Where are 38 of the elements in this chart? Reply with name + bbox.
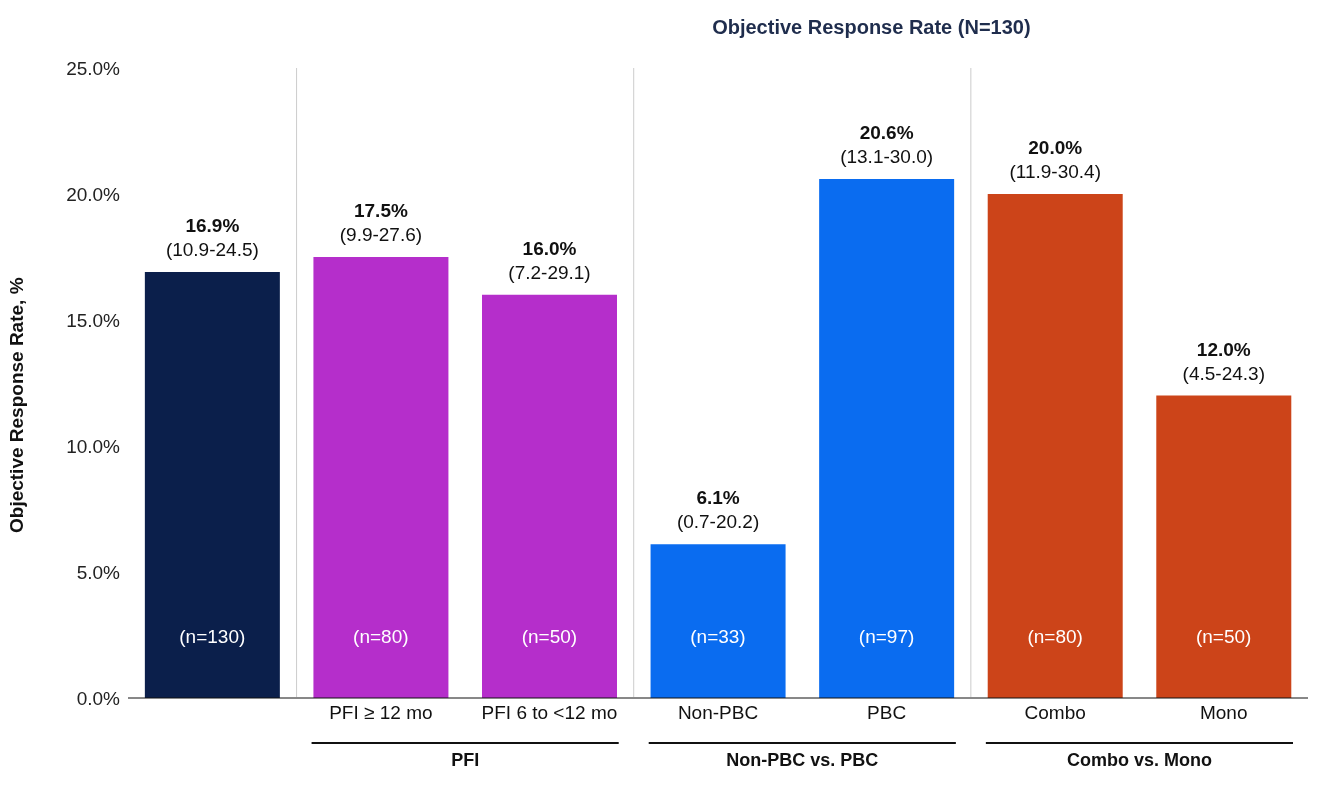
- chart-title: Objective Response Rate (N=130): [711, 16, 1032, 39]
- bar: [819, 178, 955, 698]
- data-label: 20.0% (11.9-30.4): [1009, 137, 1101, 182]
- annotation: (n=50): [1194, 626, 1253, 648]
- text: PFI: [450, 750, 481, 771]
- data-label: 20.6% (13.1-30.0): [840, 121, 934, 167]
- bar: [650, 544, 786, 698]
- annotation: (n=33): [689, 626, 747, 648]
- y-tick-label: 5.0%: [76, 561, 121, 583]
- annotation: (n=130): [178, 626, 247, 648]
- data-label: 17.5% (9.9-27.6): [339, 200, 423, 245]
- x-tick-label: Mono: [1199, 702, 1248, 724]
- x-tick-label: PBC: [867, 702, 907, 724]
- x-tick-label: Combo: [1024, 702, 1086, 724]
- text: Non-PBC vs. PBC: [725, 750, 880, 771]
- x-tick-label: PFI 6 to <12 mo: [481, 702, 618, 724]
- text: Combo vs. Mono: [1065, 750, 1213, 771]
- y-tick-label: 0.0%: [76, 687, 121, 709]
- data-label: 16.9% (10.9-24.5): [165, 215, 259, 261]
- x-tick-label: Non-PBC: [677, 702, 759, 724]
- y-tick-label: 10.0%: [66, 435, 121, 457]
- annotation: (n=80): [352, 626, 410, 648]
- y-axis-title: Objective Response Rate, %: [5, 277, 27, 533]
- annotation: (n=50): [520, 626, 579, 648]
- bar: [482, 294, 617, 698]
- annotation: (n=80): [1026, 626, 1084, 648]
- bar: [313, 257, 449, 698]
- y-tick-label: 15.0%: [66, 309, 121, 331]
- data-label: 12.0% (4.5-24.3): [1182, 338, 1265, 384]
- bar: [987, 194, 1123, 698]
- annotation: (n=97): [857, 626, 916, 648]
- bar: [144, 272, 280, 698]
- data-label: 16.0% (7.2-29.1): [508, 237, 591, 283]
- data-label: 6.1% (0.7-20.2): [676, 487, 760, 533]
- bar: [1156, 395, 1292, 698]
- y-tick-label: 20.0%: [66, 183, 121, 205]
- x-tick-label: PFI ≥ 12 mo: [329, 702, 433, 724]
- y-tick-label: 25.0%: [66, 57, 121, 79]
